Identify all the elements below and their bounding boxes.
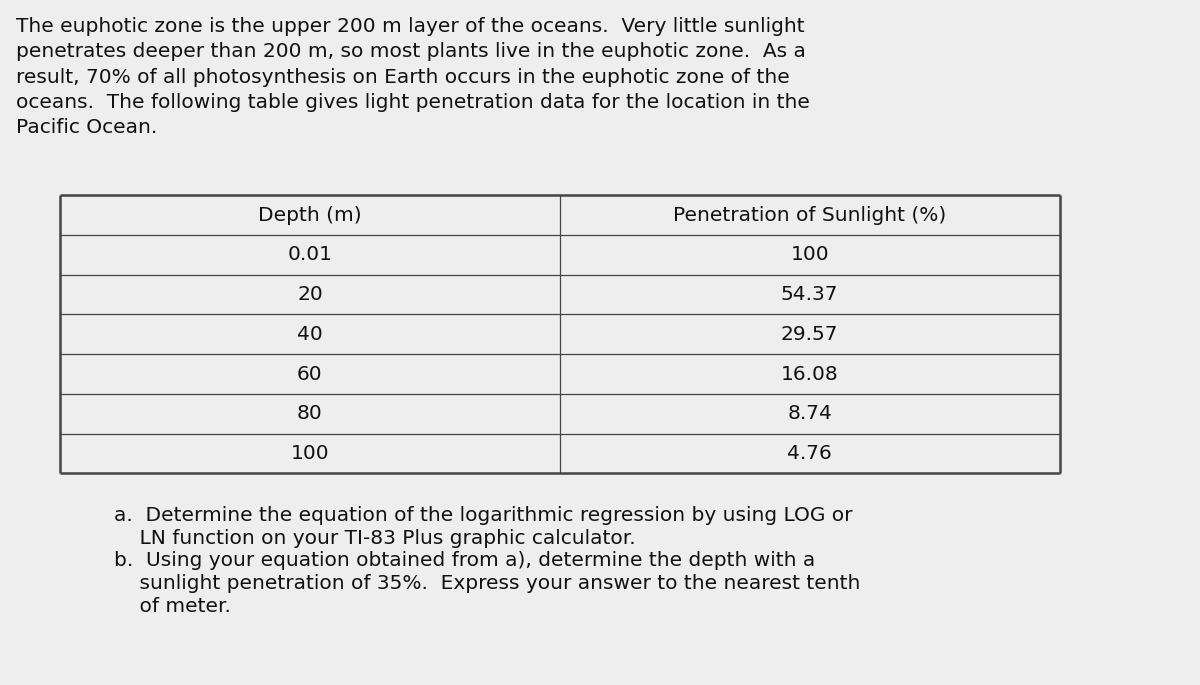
Text: Depth (m): Depth (m) — [258, 206, 361, 225]
Text: Penetration of Sunlight (%): Penetration of Sunlight (%) — [673, 206, 947, 225]
Text: 16.08: 16.08 — [781, 364, 839, 384]
Text: sunlight penetration of 35%.  Express your answer to the nearest tenth: sunlight penetration of 35%. Express you… — [114, 574, 860, 593]
Text: 40: 40 — [298, 325, 323, 344]
Text: 29.57: 29.57 — [781, 325, 839, 344]
Text: The euphotic zone is the upper 200 m layer of the oceans.  Very little sunlight
: The euphotic zone is the upper 200 m lay… — [16, 17, 810, 137]
Text: 80: 80 — [298, 404, 323, 423]
Text: 54.37: 54.37 — [781, 285, 839, 304]
Text: a.  Determine the equation of the logarithmic regression by using LOG or: a. Determine the equation of the logarit… — [114, 506, 852, 525]
Text: LN function on your TI-83 Plus graphic calculator.: LN function on your TI-83 Plus graphic c… — [114, 529, 636, 548]
Text: of meter.: of meter. — [114, 597, 230, 616]
Text: 4.76: 4.76 — [787, 444, 832, 463]
Text: b.  Using your equation obtained from a), determine the depth with a: b. Using your equation obtained from a),… — [114, 551, 815, 571]
Text: 100: 100 — [791, 245, 829, 264]
Text: 100: 100 — [290, 444, 329, 463]
Text: 8.74: 8.74 — [787, 404, 832, 423]
Text: 20: 20 — [298, 285, 323, 304]
Text: 0.01: 0.01 — [288, 245, 332, 264]
Text: 60: 60 — [298, 364, 323, 384]
